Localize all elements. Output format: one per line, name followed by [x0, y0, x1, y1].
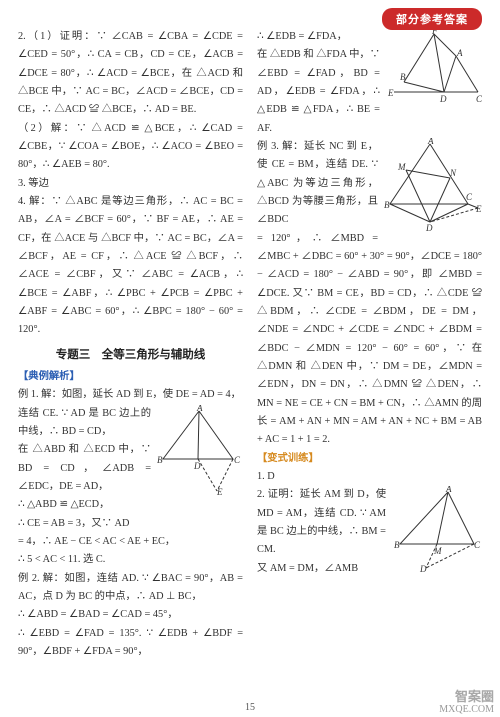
example-3-b: = 120°，∴ ∠MBD = ∠MBC + ∠DBC = 60° + 30° … — [257, 230, 482, 450]
page-content: 2.（1）证明：∵ ∠CAB = ∠CBA = ∠CDE = ∠CED = 50… — [0, 0, 500, 680]
figure-1: A B D C E — [155, 405, 243, 495]
svg-text:D: D — [439, 94, 447, 104]
svg-text:A: A — [427, 138, 434, 146]
svg-text:B: B — [157, 455, 163, 465]
example-2-b: ∴ ∠ABD = ∠BAD = ∠CAD = 45°， — [18, 606, 243, 624]
svg-text:B: B — [384, 200, 390, 210]
example-1-a: 例 1. 解：如图，延长 AD 到 E，使 DE = AD = 4， — [18, 386, 243, 404]
example-2-a: 例 2. 解：如图，连结 AD. ∵ ∠BAC = 90°，AB = AC，点 … — [18, 570, 243, 607]
svg-text:E: E — [387, 88, 394, 98]
problem-3: 3. 等边 — [18, 175, 243, 193]
svg-text:C: C — [466, 192, 473, 202]
example-1-g: ∴ 5 < AC < 11. 选 C. — [18, 551, 243, 569]
variant-1: 1. D — [257, 468, 482, 486]
svg-text:B: B — [400, 72, 406, 82]
watermark-line1: 智案圈 — [439, 690, 494, 704]
svg-text:M: M — [433, 546, 442, 556]
problem-2-1: 2.（1）证明：∵ ∠CAB = ∠CBA = ∠CDE = ∠CED = 50… — [18, 28, 243, 120]
svg-text:C: C — [474, 540, 481, 550]
svg-text:C: C — [476, 94, 482, 104]
example-analysis-heading: 【典例解析】 — [18, 371, 80, 382]
figure-2: F A E B D C — [384, 28, 482, 114]
svg-text:B: B — [394, 540, 400, 550]
svg-text:D: D — [193, 461, 201, 471]
watermark: 智案圈 MXQE.COM — [439, 690, 494, 715]
problem-2-2: （2）解：∵ △ACD ≌ △BCE，∴ ∠CAD = ∠CBE，∵ ∠COA … — [18, 120, 243, 175]
section-3-title: 专题三 全等三角形与辅助线 — [18, 345, 243, 365]
watermark-line2: MXQE.COM — [439, 704, 494, 715]
svg-text:N: N — [449, 168, 457, 178]
problem-4: 4. 解：∵ △ABC 是等边三角形，∴ AC = BC = AB，∠A = ∠… — [18, 193, 243, 340]
svg-text:A: A — [445, 486, 452, 494]
figure-4: A B M C D — [390, 486, 482, 574]
svg-text:E: E — [475, 204, 482, 214]
example-1-f: = 4，∴ AE − CE < AC < AE + EC， — [18, 533, 243, 551]
svg-text:C: C — [234, 455, 241, 465]
svg-text:D: D — [425, 223, 433, 232]
col2-p1: ∴ ∠EBD = ∠FAD = 135°. ∵ ∠EDB + ∠BDF = 90… — [18, 625, 243, 662]
header-badge: 部分参考答案 — [382, 8, 482, 30]
svg-text:D: D — [419, 564, 427, 574]
figure-3: A B M N C E D — [382, 138, 482, 232]
svg-text:A: A — [196, 405, 203, 413]
example-1-e: ∴ CE = AB = 3，又∵ AD — [18, 515, 243, 533]
svg-text:E: E — [216, 487, 223, 495]
variant-training-heading: 【变式训练】 — [257, 453, 319, 464]
svg-text:A: A — [456, 48, 463, 58]
svg-text:M: M — [397, 162, 406, 172]
page-number: 15 — [0, 702, 500, 713]
example-1-d: ∴ △ABD ≌ △ECD， — [18, 496, 243, 514]
